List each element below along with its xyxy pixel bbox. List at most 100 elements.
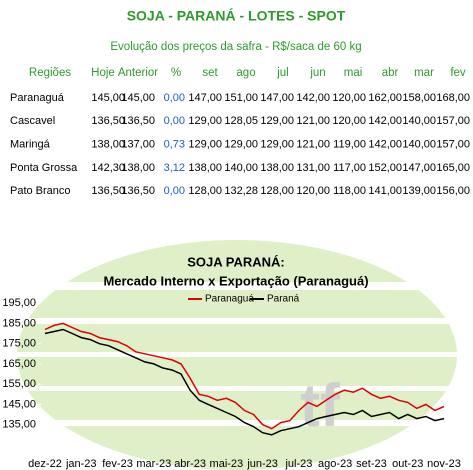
table-cell: 129,00 [260,115,294,127]
x-tick-label: dez-22 [28,458,62,470]
x-tick-label: nov-23 [427,458,461,470]
table-cell: 140,00 [402,115,436,127]
table-cell: 140,00 [402,139,436,151]
y-tick-label: 195,00 [2,297,36,309]
column-header: mai [344,67,363,79]
page-subtitle: Evolução dos preços da safra - R$/saca d… [110,41,361,53]
table-cell: 151,00 [224,92,258,104]
table-cell: 129,00 [188,115,222,127]
y-tick-label: 135,00 [2,419,36,431]
page-title: SOJA - PARANÁ - LOTES - SPOT [127,8,346,24]
column-header: Regiões [29,67,71,79]
y-tick-label: 165,00 [2,358,36,370]
table-cell: 142,00 [368,139,402,151]
table-cell: 0,73 [164,139,185,151]
y-tick-label: 145,00 [2,398,36,410]
line-series [44,322,445,430]
table-cell: 136,50 [121,115,155,127]
table-cell: 145,00 [91,92,125,104]
watermark-logo: tf [300,372,341,439]
column-header: jun [309,67,325,79]
table-cell: 128,05 [224,115,258,127]
row-label: Cascavel [10,115,55,127]
table-cell: 137,00 [121,139,155,151]
table-cell: 138,00 [91,139,125,151]
column-header: ago [236,67,255,79]
table-cell: 138,00 [121,162,155,174]
table-cell: 120,00 [296,185,330,197]
chart-subtitle: Mercado Interno x Exportação (Paranaguá) [103,273,368,288]
table-cell: 152,00 [368,162,402,174]
table-cell: 128,00 [260,185,294,197]
table-cell: 147,00 [402,162,436,174]
row-label: Ponta Grossa [10,162,78,174]
legend-label: Paranaguá [205,294,254,305]
legend-label: Paraná [267,294,300,305]
column-header: abr [382,67,399,79]
table-cell: 138,00 [260,162,294,174]
x-tick-label: jan-23 [65,458,97,470]
table-cell: 141,00 [368,185,402,197]
table-cell: 129,00 [260,139,294,151]
table-cell: 3,12 [164,162,185,174]
table-cell: 157,00 [436,115,470,127]
x-tick-label: jun-23 [246,458,278,470]
table-cell: 128,00 [188,185,222,197]
table-cell: 145,00 [121,92,155,104]
x-tick-label: ago-23 [318,458,352,470]
table-cell: 118,00 [333,185,366,197]
table-cell: 117,00 [333,162,366,174]
table-cell: 136,50 [91,185,125,197]
x-tick-label: mar-23 [136,458,171,470]
table-cell: 120,00 [332,92,366,104]
table-cell: 162,00 [368,92,402,104]
table-cell: 142,00 [368,115,402,127]
y-tick-label: 155,00 [2,378,36,390]
row-label: Pato Branco [10,185,71,197]
table-cell: 0,00 [164,185,185,197]
table-cell: 136,50 [91,115,125,127]
table-cell: 147,00 [260,92,294,104]
column-header: % [171,67,181,79]
table-cell: 147,00 [188,92,222,104]
column-header: Hoje [91,67,115,79]
row-label: Paranaguá [10,92,65,104]
table-cell: 136,50 [121,185,155,197]
table-cell: 142,00 [296,92,330,104]
table-cell: 119,00 [333,139,366,151]
row-label: Maringá [10,139,51,151]
table-cell: 138,00 [188,162,222,174]
x-tick-label: mai-23 [210,458,244,470]
column-header: set [202,67,218,79]
table-cell: 0,00 [164,115,185,127]
table-cell: 140,00 [224,162,258,174]
x-tick-label: abr-23 [174,458,206,470]
chart-title: SOJA PARANÁ: [187,254,285,269]
table-cell: 121,00 [296,115,330,127]
table-cell: 0,00 [164,92,185,104]
table-cell: 139,00 [402,185,436,197]
table-cell: 129,00 [188,139,222,151]
table-cell: 132,28 [224,185,258,197]
table-cell: 131,00 [296,162,330,174]
x-tick-label: out-23 [392,458,423,470]
table-cell: 157,00 [436,139,470,151]
x-tick-label: jul-23 [284,458,312,470]
y-tick-label: 185,00 [2,317,36,329]
line-series [44,328,445,436]
table-cell: 168,00 [436,92,470,104]
x-tick-label: fev-23 [102,458,133,470]
y-tick-label: 175,00 [2,338,36,350]
table-cell: 158,00 [402,92,436,104]
table-cell: 120,00 [332,115,366,127]
column-header: fev [450,67,466,79]
table-cell: 142,30 [91,162,125,174]
column-header: Anterior [118,67,158,79]
table-cell: 129,00 [224,139,258,151]
column-header: mar [414,67,434,79]
x-tick-label: set-23 [356,458,387,470]
table-cell: 121,00 [296,139,330,151]
column-header: jul [276,67,289,79]
table-cell: 165,00 [436,162,470,174]
